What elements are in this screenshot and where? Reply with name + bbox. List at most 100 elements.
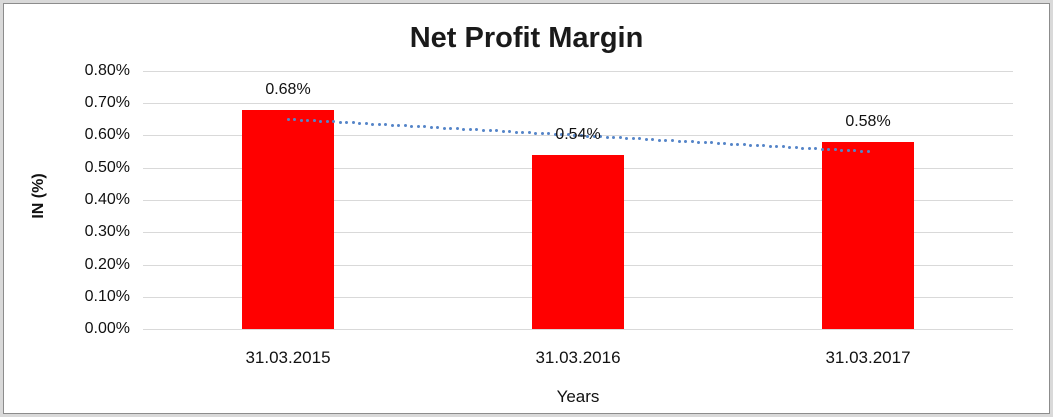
trendline-dot xyxy=(644,137,648,141)
trendline-dot xyxy=(605,135,609,139)
trendline-dot xyxy=(553,132,557,136)
trendline-dot xyxy=(762,144,766,148)
trendline-dot xyxy=(703,141,707,145)
trendline-dot xyxy=(586,134,590,138)
trendline-dot xyxy=(462,127,466,131)
trendline-dot xyxy=(384,123,388,127)
trendline-dot xyxy=(775,145,779,149)
trendline-dot xyxy=(742,143,746,147)
gridline xyxy=(143,329,1013,330)
trendline-dot xyxy=(403,124,407,128)
trendline-dot xyxy=(397,124,401,128)
trendline-dot xyxy=(684,139,688,143)
y-tick-label: 0.30% xyxy=(84,223,130,240)
trendline-dot xyxy=(657,138,661,142)
trendline-dot xyxy=(429,125,433,129)
trendline-dot xyxy=(377,122,381,126)
trendline-dot xyxy=(573,133,577,137)
trendline-dot xyxy=(670,139,674,143)
trendline-dot xyxy=(599,135,603,139)
gridline xyxy=(143,135,1013,136)
trendline-dot xyxy=(866,150,870,154)
y-tick-label: 0.40% xyxy=(84,191,130,208)
trendline-dot xyxy=(677,139,681,143)
trendline-dot xyxy=(729,142,733,146)
trendline-dot xyxy=(768,144,772,148)
trendline-dot xyxy=(527,131,531,135)
trendline-dot xyxy=(814,147,818,151)
trendline-dot xyxy=(534,131,538,135)
trendline-dot xyxy=(299,118,303,122)
trendline-dot xyxy=(442,126,446,130)
trendline-dot xyxy=(306,118,310,122)
trendline-dot xyxy=(820,147,824,151)
trendline-dot xyxy=(325,120,329,124)
chart-title: Net Profit Margin xyxy=(409,22,644,54)
y-axis-title: IN (%) xyxy=(30,173,47,219)
trendline-dot xyxy=(840,148,844,152)
trendline-dot xyxy=(390,123,394,127)
trendline-dot xyxy=(514,130,518,134)
trendline-dot xyxy=(664,138,668,142)
trendline-dot xyxy=(827,147,831,151)
trendline-dot xyxy=(482,128,485,132)
x-tick-label-31.03.2017: 31.03.2017 xyxy=(825,348,911,367)
trendline-dot xyxy=(638,137,642,141)
trendline-dot xyxy=(723,142,727,146)
trendline-dot xyxy=(612,135,616,139)
bar-31.03.2015 xyxy=(242,110,334,329)
bar-31.03.2017 xyxy=(822,142,914,329)
trendline-dot xyxy=(449,126,453,130)
trendline-dot xyxy=(338,120,342,124)
y-tick-label: 0.70% xyxy=(84,94,130,111)
x-axis-title: Years xyxy=(556,387,600,406)
trendline-dot xyxy=(345,121,349,125)
trendline-dot xyxy=(286,117,290,121)
trendline-dot xyxy=(319,119,323,123)
trendline-dot xyxy=(293,118,297,122)
trendline-dot xyxy=(736,142,740,146)
trendline-dot xyxy=(468,128,472,132)
data-label-31.03.2015: 0.68% xyxy=(265,81,311,98)
trendline-dot xyxy=(332,120,336,124)
trendline-dot xyxy=(592,134,596,138)
trendline-dot xyxy=(312,119,316,123)
trendline-dot xyxy=(710,141,714,145)
trendline-dot xyxy=(749,143,753,147)
y-tick-label: 0.10% xyxy=(84,288,130,305)
trendline-dot xyxy=(566,133,570,137)
trendline-dot xyxy=(547,132,551,136)
trendline-dot xyxy=(716,141,720,145)
y-tick-label: 0.60% xyxy=(84,126,130,143)
trendline-dot xyxy=(651,138,655,142)
trendline-dot xyxy=(625,136,629,140)
trendline-dot xyxy=(579,134,583,138)
trendline-dot xyxy=(475,128,479,132)
trendline-dot xyxy=(788,145,792,149)
trendline-dot xyxy=(351,121,355,125)
x-tick-label-31.03.2015: 31.03.2015 xyxy=(245,348,331,367)
bar-31.03.2016 xyxy=(532,155,624,329)
trendline-dot xyxy=(501,129,505,133)
trendline-dot xyxy=(853,149,857,153)
y-tick-label: 0.80% xyxy=(84,62,130,79)
trendline-dot xyxy=(495,129,499,133)
trendline-dot xyxy=(807,146,811,150)
trendline-dot xyxy=(631,137,635,141)
trendline-dot xyxy=(416,125,420,129)
y-tick-label: 0.20% xyxy=(84,256,130,273)
data-label-31.03.2017: 0.58% xyxy=(845,113,891,130)
gridline xyxy=(143,103,1013,104)
trendline-dot xyxy=(508,130,512,134)
trendline-dot xyxy=(371,122,375,126)
trendline-dot xyxy=(521,130,525,134)
data-label-31.03.2016: 0.54% xyxy=(555,126,601,143)
y-tick-label: 0.50% xyxy=(84,159,130,176)
trendline-dot xyxy=(755,143,759,147)
trendline-dot xyxy=(358,121,362,125)
trendline-dot xyxy=(690,140,694,144)
gridline xyxy=(143,71,1013,72)
trendline-dot xyxy=(410,124,414,128)
